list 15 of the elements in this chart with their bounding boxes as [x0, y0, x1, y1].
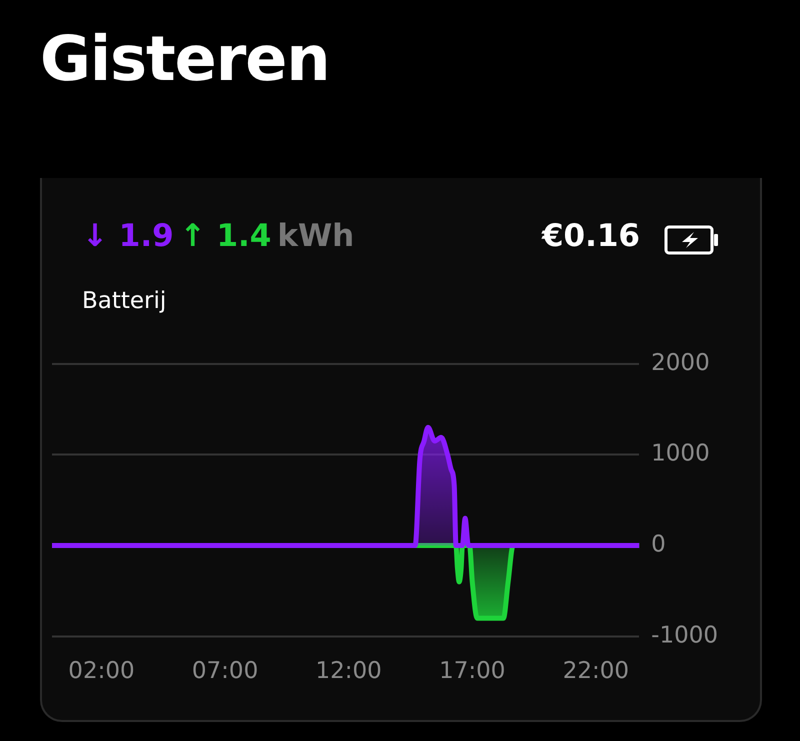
text: €0.16 [542, 218, 640, 254]
y-tick-label: 1000 [651, 440, 710, 467]
y-tick-label: 2000 [651, 350, 710, 376]
chart-title: Gisteren [40, 22, 330, 95]
x-tick-label: 12:00 [316, 658, 382, 684]
x-tick-label: 22:00 [562, 658, 630, 684]
x-tick-label: 17:00 [439, 658, 506, 684]
y-tick-label: 0 [651, 532, 666, 558]
text: ↓ 1.9 [82, 218, 174, 254]
x-tick-label: 02:00 [68, 658, 135, 684]
y-tick-label: -1000 [651, 622, 718, 648]
text: kWh [277, 218, 354, 254]
x-tick-label: 07:00 [192, 658, 258, 684]
text: ↑ 1.4 [180, 218, 272, 254]
chart-subtitle: Batterij [82, 288, 166, 314]
